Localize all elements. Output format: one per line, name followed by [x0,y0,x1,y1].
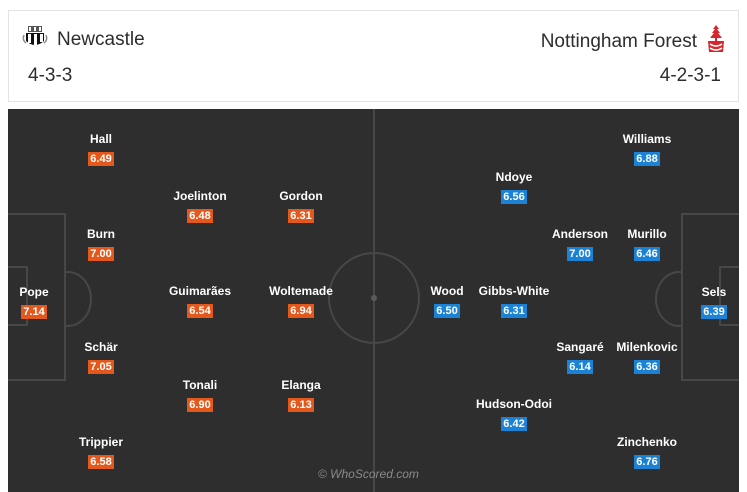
player-rating: 6.76 [634,455,660,469]
center-circle [328,252,420,344]
pitch: Pope 7.14 Hall 6.49 Burn 7.00 Schär 7.05… [8,109,739,492]
home-goal-area [8,266,28,326]
player-name: Ndoye [495,170,533,184]
player-rating: 6.36 [634,360,660,374]
away-team-name: Nottingham Forest [540,30,697,52]
away-player[interactable]: Gibbs-White 6.31 [469,284,559,319]
newcastle-crest-icon [22,24,48,55]
player-rating: 7.00 [88,247,114,261]
player-rating: 6.48 [187,209,213,223]
player-rating: 6.58 [88,455,114,469]
home-player[interactable]: Tonali 6.90 [155,378,245,413]
away-penalty-area [681,213,739,381]
home-team[interactable]: Newcastle [22,24,145,55]
player-name: Sangaré [556,340,604,354]
home-player[interactable]: Elanga 6.13 [256,378,346,413]
away-player[interactable]: Sels 6.39 [669,285,739,320]
player-name: Schär [84,340,118,354]
home-formation: 4-3-3 [28,65,73,86]
home-player[interactable]: Trippier 6.58 [56,435,146,470]
player-rating: 6.49 [88,152,114,166]
player-name: Hall [89,132,112,146]
player-name: Burn [87,227,115,241]
player-rating: 6.31 [501,304,527,318]
player-name: Sels [701,285,727,299]
player-rating: 6.31 [288,209,314,223]
player-rating: 6.90 [187,398,213,412]
player-name: Anderson [551,227,608,241]
nottingham-forest-crest-icon [706,24,726,59]
away-player[interactable]: Anderson 7.00 [535,227,625,262]
player-name: Gordon [279,189,323,203]
away-player[interactable]: Ndoye 6.56 [469,170,559,205]
home-player[interactable]: Guimarães 6.54 [155,284,245,319]
player-name: Guimarães [168,284,232,298]
player-rating: 6.56 [501,190,527,204]
away-player[interactable]: Murillo 6.46 [602,227,692,262]
away-player[interactable]: Zinchenko 6.76 [602,435,692,470]
away-player[interactable]: Milenkovic 6.36 [602,340,692,375]
center-spot [371,295,377,301]
player-name: Woltemade [269,284,333,298]
player-rating: 6.54 [187,304,213,318]
player-rating: 6.13 [288,398,314,412]
player-name: Murillo [627,227,667,241]
home-player[interactable]: Joelinton 6.48 [155,189,245,224]
player-name: Milenkovic [616,340,678,354]
player-rating: 6.39 [701,305,727,319]
player-name: Hudson-Odoi [476,397,552,411]
home-player[interactable]: Woltemade 6.94 [256,284,346,319]
home-player[interactable]: Pope 7.14 [8,285,79,320]
player-rating: 6.94 [288,304,314,318]
away-team[interactable]: Nottingham Forest [541,24,726,59]
player-name: Williams [622,132,672,146]
player-name: Trippier [78,435,123,449]
player-rating: 6.88 [634,152,660,166]
away-player[interactable]: Sangaré 6.14 [535,340,625,375]
away-formation: 4-2-3-1 [659,65,721,86]
home-player[interactable]: Schär 7.05 [56,340,146,375]
player-rating: 6.50 [434,304,460,318]
player-rating: 7.14 [21,305,47,319]
player-rating: 6.14 [567,360,593,374]
home-penalty-area [8,213,66,381]
away-player[interactable]: Hudson-Odoi 6.42 [469,397,559,432]
home-player[interactable]: Gordon 6.31 [256,189,346,224]
player-name: Elanga [281,378,321,392]
player-rating: 6.42 [501,417,527,431]
player-name: Zinchenko [616,435,677,449]
player-name: Wood [430,284,464,298]
player-name: Pope [19,285,49,299]
player-name: Gibbs-White [478,284,550,298]
player-name: Tonali [182,378,218,392]
home-team-name: Newcastle [57,28,145,50]
player-name: Joelinton [173,189,227,203]
match-header: Newcastle 4-3-3 Nottingham Forest 4-2-3-… [8,10,739,102]
player-rating: 6.46 [634,247,660,261]
player-rating: 7.00 [567,247,593,261]
home-player[interactable]: Hall 6.49 [56,132,146,167]
away-player[interactable]: Wood 6.50 [402,284,492,319]
player-rating: 7.05 [88,360,114,374]
home-player[interactable]: Burn 7.00 [56,227,146,262]
away-player[interactable]: Williams 6.88 [602,132,692,167]
watermark: © WhoScored.com [318,467,419,481]
away-goal-area [719,266,739,326]
